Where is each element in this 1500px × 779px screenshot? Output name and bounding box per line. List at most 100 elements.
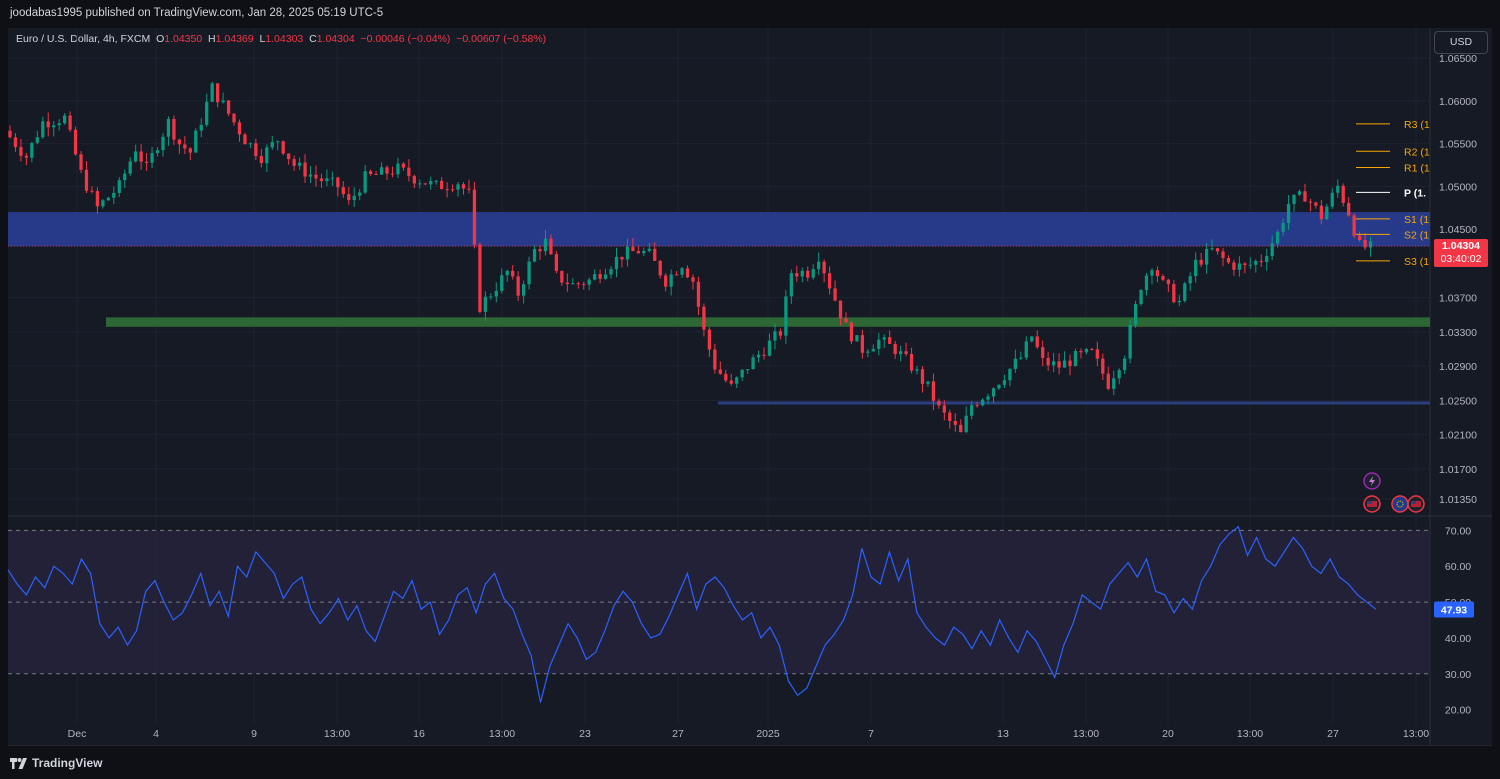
price-tick-label: 1.03300 (1439, 327, 1477, 339)
price-tick-label: 1.02500 (1439, 395, 1477, 407)
time-tick-label: 13:00 (1237, 728, 1263, 740)
candle-body (1259, 261, 1263, 263)
candle-body (90, 190, 94, 192)
rsi-value-label: 47.93 (1441, 604, 1467, 616)
candle-body (287, 153, 291, 160)
candle-body (1281, 222, 1285, 232)
candle-body (827, 273, 832, 289)
rsi-value-badge (1434, 601, 1474, 618)
candle-body (221, 100, 225, 103)
tradingview-logo[interactable]: TradingView (10, 756, 102, 770)
candle-body (702, 306, 706, 330)
candle-body (975, 405, 979, 407)
candle-body (24, 155, 29, 158)
candle-body (134, 151, 138, 162)
candle-body (325, 178, 329, 182)
candle-body (319, 178, 324, 182)
candle-body (1101, 358, 1105, 374)
candle-body (1133, 304, 1138, 326)
time-tick-label: 20 (1162, 728, 1174, 740)
candle-body (1363, 240, 1367, 248)
low-label: L (259, 33, 266, 45)
candle-body (41, 121, 45, 138)
candle-body (565, 282, 569, 285)
eu-flag-icon[interactable] (1391, 495, 1409, 513)
candle-body (1057, 361, 1061, 368)
rsi-tick-label: 40.00 (1445, 633, 1471, 645)
candle-body (1347, 202, 1351, 216)
close-label: C (309, 33, 317, 45)
candle-body (653, 248, 657, 261)
candle-body (1336, 185, 1340, 193)
candle-body (183, 144, 187, 149)
price-tick-label: 1.05500 (1439, 139, 1477, 151)
candle-body (980, 399, 985, 406)
candle-body (806, 270, 810, 278)
currency-button[interactable]: USD (1434, 31, 1488, 54)
candle-body (1276, 231, 1280, 244)
candle-body (1215, 248, 1220, 252)
pivot-label: S3 (1 (1404, 256, 1429, 268)
candle-body (778, 331, 783, 336)
candle-body (478, 244, 482, 312)
pivot-levels: R3 (1 R2 (1 R1 (1 P (1. S1 (1 S2 (1 S3 (1 (1356, 119, 1430, 268)
candle-body (172, 118, 176, 140)
candle-body (292, 159, 296, 166)
candle-body (1243, 263, 1247, 266)
candle-body (1024, 341, 1028, 358)
candle-body (926, 381, 930, 384)
candle-body (489, 296, 493, 298)
candle-body (423, 183, 427, 185)
candle-body (95, 191, 100, 207)
candle-body (57, 123, 61, 126)
us-flag-icon-2[interactable] (1407, 495, 1425, 513)
candle-body (456, 184, 460, 190)
candle-body (363, 171, 367, 193)
time-tick-label: 27 (1327, 728, 1339, 740)
rsi-line (7, 525, 1377, 703)
candle-body (390, 173, 395, 175)
candle-body (620, 256, 624, 260)
candle-body (1297, 191, 1302, 195)
symbol-label[interactable]: Euro / U.S. Dollar, 4h, FXCM (16, 33, 151, 45)
close-value: 1.04304 (316, 33, 355, 45)
candle-body (669, 274, 673, 287)
candle-body (128, 161, 132, 174)
candle-body (418, 183, 422, 185)
candle-body (68, 115, 72, 130)
candle-body (1237, 263, 1242, 270)
candle-body (215, 83, 220, 103)
candle-body (226, 100, 231, 114)
brand-label: TradingView (32, 756, 103, 770)
candle-body (882, 337, 886, 340)
eu-stars (1396, 500, 1404, 508)
candle-body (751, 357, 755, 370)
candle-body (1352, 215, 1356, 236)
candle-body (1330, 192, 1334, 207)
candle-body (1095, 349, 1099, 359)
candle-body (997, 384, 1001, 389)
candle-body (538, 249, 542, 252)
time-tick-label: 27 (672, 728, 684, 740)
candle-body (740, 369, 744, 378)
candle-body (1221, 251, 1225, 259)
candle-body (773, 331, 777, 341)
candle-body (1150, 270, 1154, 276)
candle-body (1013, 358, 1018, 369)
candle-body (341, 187, 345, 195)
us-flag-icon[interactable] (1363, 495, 1381, 513)
lightning-icon[interactable] (1363, 472, 1381, 490)
candle-body (1357, 235, 1362, 241)
candle-body (330, 177, 335, 179)
candle-body (1123, 358, 1127, 371)
candle-body (199, 124, 203, 131)
ohlc-legend: Euro / U.S. Dollar, 4h, FXCM O1.04350 H1… (16, 33, 546, 45)
candle-body (412, 176, 416, 184)
candle-body (1046, 357, 1050, 366)
event-markers[interactable] (1363, 472, 1425, 513)
grid (8, 28, 1492, 747)
footer (0, 746, 1500, 779)
candle-body (336, 177, 340, 188)
candle-body (237, 122, 242, 135)
